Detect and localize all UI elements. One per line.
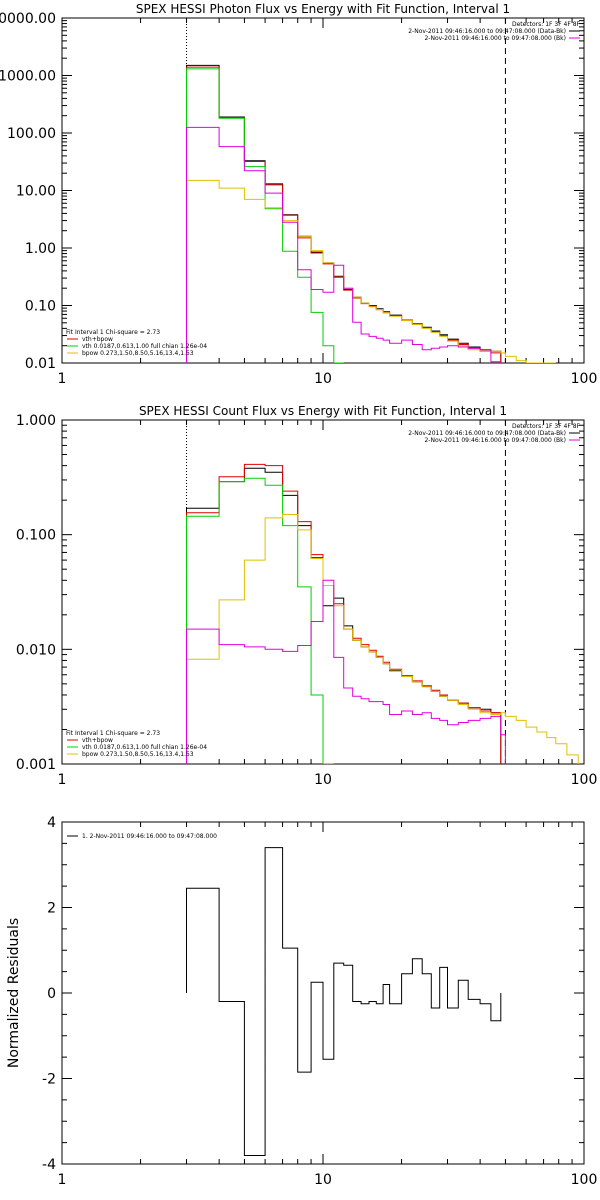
- y-tick-label: 0.01: [25, 356, 56, 372]
- x-tick-label: 100: [571, 1172, 598, 1188]
- residuals-panel: Normalized Residuals 1 10 100 -4 -2 0 2 4 1. 2-No…: [6, 815, 597, 1188]
- y-tick-label: -2: [42, 1072, 56, 1088]
- legend-entry: Detectors: 1F 3F 4F 8F: [512, 423, 581, 430]
- x-tick-label: 1: [58, 772, 67, 788]
- y-tick-label: 10.00: [16, 184, 56, 200]
- y-tick-label: -4: [42, 1157, 56, 1173]
- y-tick-label: 100.00: [7, 126, 56, 142]
- y-tick-label: 0: [47, 986, 56, 1002]
- x-tick-label: 10: [314, 371, 332, 387]
- y-tick-label: 0.010: [16, 642, 56, 658]
- x-tick-label: 10: [314, 772, 332, 788]
- series-data-line: [186, 64, 502, 363]
- y-tick-label: 1.000: [16, 413, 56, 429]
- legend-entry: Fit Interval 1 Chi-square = 2.73: [66, 329, 160, 336]
- legend-entry: 2-Nov-2011 09:46:16.000 to 09:47:08.000 …: [408, 28, 566, 35]
- legend-entry: vth+bpow: [82, 737, 113, 744]
- series-bk-line: [186, 579, 506, 764]
- y-axis-label: Normalized Residuals: [6, 918, 22, 1068]
- series-vth-line: [186, 68, 344, 363]
- legend-entry: Detectors: 1F 3F 4F 8F: [512, 21, 581, 28]
- series-bk-line: [186, 126, 502, 363]
- series-total-line: [186, 66, 502, 363]
- count-flux-panel: SPEX HESSI Count Flux vs Energy with Fit…: [16, 404, 597, 788]
- legend-entry: bpow 0.273,1.50,8.50,5.16,13.4,1.53: [82, 751, 194, 758]
- series-bpow-line: [186, 514, 579, 764]
- legend-entry: Fit Interval 1 Chi-square = 2.73: [66, 730, 160, 737]
- y-tick-label: 4: [47, 815, 56, 831]
- y-tick-label: 0.100: [16, 528, 56, 544]
- series-data-line: [186, 847, 502, 1156]
- series-bpow-line: [186, 179, 556, 363]
- x-tick-label: 1: [58, 1172, 67, 1188]
- y-tick-label: 10000.00: [0, 11, 56, 27]
- chart-title: SPEX HESSI Photon Flux vs Energy with Fi…: [136, 2, 510, 16]
- x-tick-label: 100: [571, 772, 598, 788]
- legend-entry: bpow 0.273,1.50,8.50,5.16,13.4,1.53: [82, 350, 194, 357]
- y-tick-label: 0.001: [16, 757, 56, 773]
- x-tick-label: 100: [571, 371, 598, 387]
- x-tick-label: 1: [58, 371, 67, 387]
- y-tick-label: 2: [47, 901, 56, 917]
- photon-flux-panel: SPEX HESSI Photon Flux vs Energy with Fi…: [0, 2, 597, 387]
- y-tick-label: 1.00: [25, 241, 56, 257]
- legend-entry: 2-Nov-2011 09:46:16.000 to 09:47:08.000 …: [424, 35, 566, 42]
- chart-title: SPEX HESSI Count Flux vs Energy with Fit…: [139, 404, 507, 418]
- y-tick-label: 0.10: [25, 299, 56, 315]
- legend-entry: vth 0.0187,0.613,1.00 full chian 1.26e-0…: [82, 343, 207, 350]
- x-tick-label: 10: [314, 1172, 332, 1188]
- y-tick-label: 1000.00: [0, 69, 56, 85]
- legend-entry: vth 0.0187,0.613,1.00 full chian 1.26e-0…: [82, 744, 207, 751]
- legend-entry: 2-Nov-2011 09:46:16.000 to 09:47:08.000 …: [424, 437, 566, 444]
- legend-entry: vth+bpow: [82, 336, 113, 343]
- legend-entry: 2-Nov-2011 09:46:16.000 to 09:47:08.000 …: [408, 430, 566, 437]
- series-vth-line: [186, 477, 334, 764]
- legend-entry: 1. 2-Nov-2011 09:46:16.000 to 09:47:08.0…: [82, 833, 217, 840]
